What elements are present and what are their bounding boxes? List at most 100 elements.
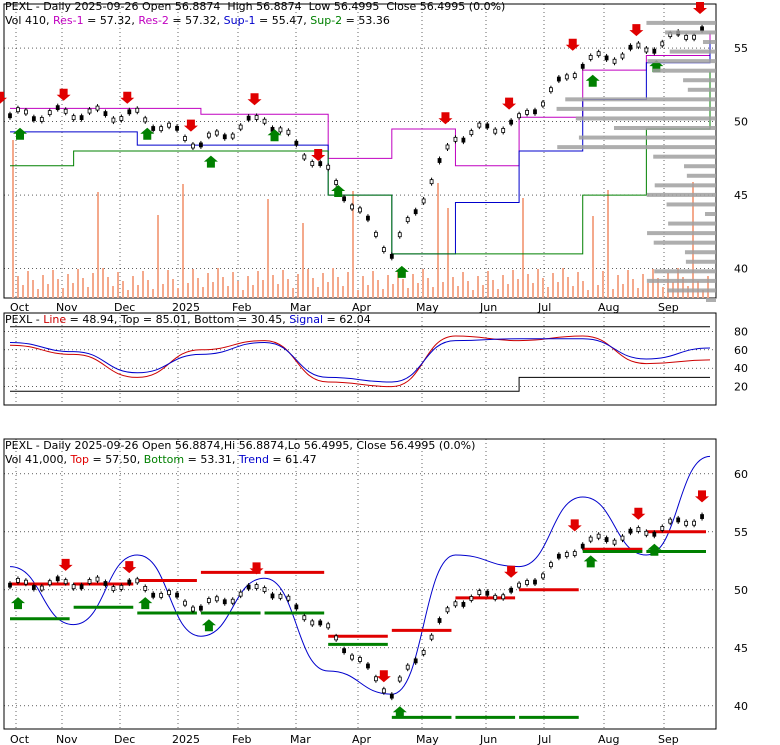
p3-candle-body	[533, 579, 537, 585]
volume-bar	[47, 284, 49, 298]
p1-candle-body	[254, 115, 259, 120]
volume-bar	[467, 281, 469, 298]
sell-arrow	[120, 91, 135, 104]
volume-profile-bar	[685, 259, 716, 264]
p1-candle-body	[366, 215, 370, 221]
p3-candle-body	[270, 593, 275, 599]
p3-candle-body	[493, 594, 498, 600]
p1-candle-body	[660, 41, 665, 47]
p1-candle-body	[405, 217, 410, 223]
p3-sell-arrow	[249, 562, 264, 575]
p3-open-label: Open	[141, 439, 172, 452]
volume-bar	[437, 183, 439, 298]
volume-bar	[87, 287, 89, 298]
y-tick-label: 45	[734, 642, 748, 655]
volume-bar	[497, 289, 499, 298]
volume-bar	[197, 278, 199, 298]
p3-candle-body	[55, 576, 60, 582]
p1-candle-body	[644, 47, 649, 53]
p1-candle-body	[509, 119, 514, 125]
x-tick-label: Aug	[598, 733, 619, 745]
p1-candle-body	[95, 105, 100, 111]
p1-candle-body	[326, 164, 331, 170]
p1-vol-label: Vol	[5, 14, 22, 27]
p1-candle-body	[612, 58, 617, 64]
p1-sup1: 55.47	[271, 14, 304, 27]
volume-bar	[97, 192, 99, 298]
volume-bar	[647, 283, 649, 298]
p3-candle-body	[366, 663, 370, 669]
p1-candle-body	[397, 232, 402, 238]
p3-candle-body	[374, 676, 378, 682]
buy-arrow	[331, 185, 346, 198]
volume-bar	[292, 288, 294, 298]
price-panel-legend: Vol 410, Res-1 = 57.32, Res-2 = 57.32, S…	[5, 14, 390, 27]
y-tick-label: 55	[734, 526, 748, 539]
volume-bar	[122, 281, 124, 298]
volume-bar	[662, 287, 664, 298]
volume-bar	[272, 275, 274, 298]
p1-candle-body	[453, 136, 458, 142]
x-tick-label: Jul	[537, 301, 551, 314]
p3-candle-body	[159, 592, 164, 598]
p3-candle-body	[214, 596, 219, 602]
p1-candle-body	[628, 44, 633, 50]
p1-candle-body	[652, 48, 657, 54]
x-tick-label: May	[416, 733, 439, 745]
volume-bar	[222, 277, 224, 298]
y-tick-label: 50	[734, 584, 748, 597]
volume-profile-bar	[686, 173, 716, 178]
p3-buy-arrow	[138, 597, 153, 610]
p3-bottom-label: Bottom	[143, 453, 185, 466]
p3-candle-body	[318, 620, 323, 626]
p1-candle-body	[350, 204, 354, 210]
p3-candle-body	[8, 582, 12, 588]
p1-candle-body	[135, 107, 140, 113]
x-tick-label: Mar	[290, 733, 311, 745]
p3-candle-body	[334, 635, 339, 641]
p1-candle-body	[111, 117, 116, 123]
p3-close-label: Close	[356, 439, 387, 452]
p3-candle-body	[222, 599, 227, 605]
p3-candle-body	[604, 537, 609, 542]
p1-candle-body	[175, 125, 179, 131]
price-panel-header: PEXL - Daily 2025-09-26 Open 56.8874 Hig…	[5, 0, 505, 13]
p3-candle-body	[87, 579, 92, 584]
volume-bar	[667, 273, 669, 298]
volume-profile-bar	[556, 106, 716, 111]
p1-candle-body	[294, 140, 299, 146]
p1-res2-label: Res-2	[138, 14, 169, 27]
p1-candle-body	[103, 111, 108, 117]
p3-candle-body	[167, 590, 171, 596]
p3-candle-body	[525, 580, 529, 585]
sell-arrow	[311, 149, 326, 162]
p3-candle-body	[620, 535, 625, 541]
p1-candle-body	[39, 117, 44, 122]
volume-bar	[642, 274, 644, 298]
p1-candle-body	[541, 101, 545, 107]
x-tick-label: Jul	[537, 733, 551, 745]
p1-candle-body	[588, 54, 593, 60]
x-tick-label: Oct	[10, 301, 30, 314]
volume-bar	[552, 273, 554, 298]
volume-profile-bar	[683, 78, 716, 83]
p3-candle-body	[517, 582, 521, 588]
p1-candle-body	[564, 74, 569, 80]
volume-bar	[27, 271, 29, 298]
y-tick-label: 40	[734, 263, 748, 276]
p3-candle-body	[16, 577, 20, 583]
volume-bar	[182, 184, 184, 298]
x-tick-label: Feb	[232, 733, 251, 745]
volume-bar	[62, 288, 64, 298]
volume-bar	[502, 275, 504, 298]
volume-bar	[592, 216, 594, 298]
p3-candle-body	[31, 585, 36, 590]
p3-candle-body	[636, 527, 641, 532]
p3-candle-body	[501, 594, 506, 600]
volume-bar	[57, 279, 59, 298]
p3-candle-body	[143, 586, 148, 591]
volume-bar	[587, 290, 589, 298]
volume-bar	[157, 215, 159, 298]
stoch-panel-header: PEXL - Line = 48.94, Top = 85.01, Bottom…	[5, 313, 371, 326]
volume-bar	[202, 287, 204, 298]
